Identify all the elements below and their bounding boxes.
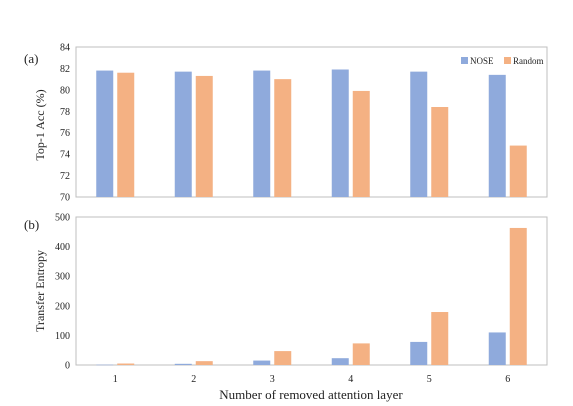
panel-b-bar-random-3 (274, 351, 292, 365)
panel-a-y-axis-label: Top-1 Acc (%) (33, 89, 47, 160)
panel-a-y-tick-2: 74 (60, 150, 70, 161)
x-tick-6: 6 (505, 374, 510, 385)
panel-b-bar-random-2 (195, 361, 213, 365)
panel-b-bar-nose-3 (253, 360, 271, 365)
panel-b-y-tick-3: 300 (55, 272, 70, 283)
panel-a-y-tick-4: 78 (60, 107, 70, 118)
panel-b-y-tick-4: 400 (55, 242, 70, 253)
x-tick-2: 2 (191, 374, 196, 385)
panel-a-bar-random-4 (352, 90, 370, 197)
panel-b-frame (75, 216, 548, 366)
panel-b-bar-nose-1 (96, 364, 114, 366)
panel-b-y-tick-2: 200 (55, 301, 70, 312)
x-tick-1: 1 (113, 374, 118, 385)
legend-label-nose: NOSE (470, 56, 494, 66)
panel-a-y-tick-1: 72 (60, 171, 70, 182)
panel-a-y-tick-5: 80 (60, 85, 70, 96)
panel-a-y-tick-3: 76 (60, 128, 70, 139)
panel-b-bar-nose-5 (410, 341, 428, 365)
panel-b-bar-random-4 (352, 343, 370, 365)
panel-b-y-tick-0: 0 (65, 361, 70, 372)
panel-b-y-tick-1: 100 (55, 331, 70, 342)
panel-a-bar-nose-6 (488, 74, 506, 197)
panel-b-y-axis-label: Transfer Entropy (33, 250, 47, 332)
x-tick-4: 4 (348, 374, 353, 385)
panel-b-bar-nose-6 (488, 332, 506, 365)
panel-a-y-tick-7: 84 (60, 43, 70, 54)
panel-a-y-tick-6: 82 (60, 64, 70, 75)
panel-b-bar-nose-2 (174, 363, 192, 365)
panel-a-bar-random-5 (431, 107, 449, 197)
legend: NOSE Random (461, 56, 544, 66)
x-tick-3: 3 (270, 374, 275, 385)
panel-a-bars (96, 69, 527, 197)
panel-b-bar-nose-4 (331, 358, 349, 365)
panel-a: (a) 70 72 74 76 78 80 82 84 Top-1 Acc (%) NOSE … (24, 43, 548, 204)
panel-a-bar-nose-2 (174, 71, 192, 197)
panel-a-bar-random-2 (195, 75, 213, 197)
panel-b-y-tick-5: 500 (55, 213, 70, 224)
x-tick-labels: 1 2 3 4 5 6 (113, 374, 511, 385)
panel-a-y-tick-0: 70 (60, 193, 70, 204)
x-tick-5: 5 (427, 374, 432, 385)
panel-b-bar-random-1 (117, 363, 135, 365)
panel-b: (b) 0 100 200 300 400 500 1 2 3 4 5 6 Transfer Ent… (24, 213, 548, 402)
panel-b-y-ticks: 0 100 200 300 400 500 (55, 213, 70, 372)
x-axis-label: Number of removed attention layer (219, 387, 403, 402)
panel-b-bar-random-5 (431, 312, 449, 365)
panel-a-bar-nose-1 (96, 70, 114, 197)
panel-a-bar-random-3 (274, 79, 292, 197)
panel-a-bar-nose-4 (331, 69, 349, 197)
panel-a-bar-random-1 (117, 72, 135, 197)
legend-swatch-nose (461, 57, 468, 64)
panel-a-y-ticks: 70 72 74 76 78 80 82 84 (60, 43, 70, 204)
panel-a-frame (75, 46, 548, 198)
panel-a-bar-nose-3 (253, 70, 271, 197)
panel-b-label: (b) (24, 217, 39, 232)
panel-b-bars (96, 227, 527, 366)
legend-label-random: Random (513, 56, 544, 66)
panel-a-bar-nose-5 (410, 71, 428, 197)
panel-b-bar-random-6 (509, 227, 527, 365)
legend-swatch-random (504, 57, 511, 64)
panel-a-label: (a) (24, 51, 38, 66)
panel-a-bar-random-6 (509, 145, 527, 197)
